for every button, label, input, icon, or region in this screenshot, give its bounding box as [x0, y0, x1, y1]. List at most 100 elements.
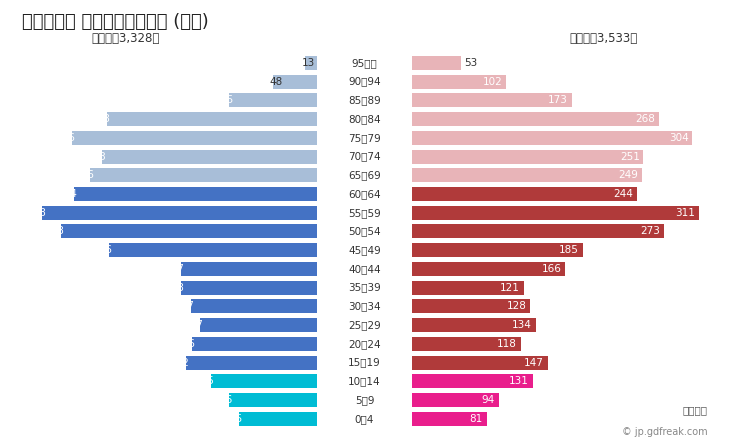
Bar [412, 262, 565, 276]
Text: 40～44: 40～44 [348, 264, 381, 274]
Bar [412, 206, 699, 220]
Bar [412, 112, 659, 126]
Text: 85～89: 85～89 [348, 95, 381, 105]
Text: 266: 266 [55, 133, 75, 143]
Text: 95: 95 [220, 95, 233, 105]
Text: 女性計：3,533人: 女性計：3,533人 [569, 32, 638, 45]
Text: 148: 148 [164, 283, 184, 293]
Bar [412, 168, 642, 182]
Bar [412, 355, 547, 370]
Text: 男性計：3,328人: 男性計：3,328人 [91, 32, 160, 45]
Bar [412, 374, 533, 388]
Bar [305, 56, 317, 70]
Bar [102, 149, 317, 164]
Text: 147: 147 [165, 264, 185, 274]
Text: 13: 13 [301, 58, 315, 68]
Text: 137: 137 [174, 301, 195, 311]
Bar [238, 412, 317, 426]
Text: 75～79: 75～79 [348, 133, 381, 143]
Text: 85: 85 [229, 414, 242, 424]
Text: 142: 142 [170, 358, 190, 368]
Text: 251: 251 [620, 152, 640, 161]
Text: © jp.gdfreak.com: © jp.gdfreak.com [622, 427, 707, 437]
Text: 118: 118 [497, 339, 517, 349]
Text: 90～94: 90～94 [348, 77, 381, 87]
Bar [42, 206, 317, 220]
Bar [412, 74, 506, 89]
Text: 226: 226 [93, 245, 112, 255]
Bar [273, 74, 317, 89]
Text: 264: 264 [58, 189, 77, 199]
Text: 185: 185 [559, 245, 579, 255]
Text: 246: 246 [74, 170, 94, 180]
Bar [182, 262, 317, 276]
Text: 60～64: 60～64 [348, 189, 381, 199]
Bar [412, 393, 499, 407]
Text: 298: 298 [26, 208, 46, 218]
Bar [412, 412, 487, 426]
Text: 5～9: 5～9 [355, 395, 374, 405]
Text: 273: 273 [640, 227, 660, 236]
Bar [192, 337, 317, 351]
Text: 単位：人: 単位：人 [682, 405, 707, 415]
Text: 48: 48 [269, 77, 282, 87]
Text: 304: 304 [669, 133, 689, 143]
Text: 102: 102 [483, 77, 502, 87]
Text: 134: 134 [512, 320, 532, 330]
Text: 228: 228 [90, 114, 111, 124]
Text: 233: 233 [86, 152, 106, 161]
Text: 70～74: 70～74 [348, 152, 381, 161]
Text: 65～69: 65～69 [348, 170, 381, 180]
Bar [90, 168, 317, 182]
Text: 95歳～: 95歳～ [351, 58, 378, 68]
Text: 166: 166 [542, 264, 561, 274]
Text: 268: 268 [636, 114, 655, 124]
Bar [186, 355, 317, 370]
Bar [412, 243, 582, 257]
Text: 55～59: 55～59 [348, 208, 381, 218]
Text: 94: 94 [482, 395, 495, 405]
Text: 80～84: 80～84 [348, 114, 381, 124]
Text: 244: 244 [613, 189, 634, 199]
Bar [200, 318, 317, 332]
Bar [230, 93, 317, 107]
Text: 121: 121 [500, 283, 520, 293]
Text: 15～19: 15～19 [348, 358, 381, 368]
Bar [412, 337, 521, 351]
Text: 136: 136 [176, 339, 195, 349]
Bar [412, 149, 644, 164]
Text: 53: 53 [464, 58, 477, 68]
Bar [181, 281, 317, 295]
Bar [191, 299, 317, 314]
Text: 131: 131 [509, 376, 529, 386]
Text: 25～29: 25～29 [348, 320, 381, 330]
Text: 20～24: 20～24 [348, 339, 381, 349]
Text: 249: 249 [618, 170, 638, 180]
Bar [61, 224, 317, 239]
Bar [412, 299, 530, 314]
Text: 50～54: 50～54 [348, 227, 381, 236]
Text: 96: 96 [219, 395, 233, 405]
Text: 147: 147 [524, 358, 544, 368]
Text: 173: 173 [548, 95, 568, 105]
Text: 0～4: 0～4 [355, 414, 374, 424]
Bar [109, 243, 317, 257]
Bar [71, 131, 317, 145]
Bar [412, 93, 572, 107]
Bar [412, 224, 664, 239]
Bar [211, 374, 317, 388]
Text: 311: 311 [675, 208, 695, 218]
Bar [412, 56, 461, 70]
Text: 10～14: 10～14 [348, 376, 381, 386]
Text: 127: 127 [184, 320, 203, 330]
Text: ２０３０年 弥彦村の人口構成 (予測): ２０３０年 弥彦村の人口構成 (予測) [22, 13, 208, 31]
Text: 45～49: 45～49 [348, 245, 381, 255]
Bar [74, 187, 317, 201]
Bar [106, 112, 317, 126]
Text: 278: 278 [44, 227, 64, 236]
Text: 128: 128 [507, 301, 526, 311]
Text: 115: 115 [195, 376, 215, 386]
Bar [412, 318, 536, 332]
Text: 30～34: 30～34 [348, 301, 381, 311]
Bar [412, 281, 523, 295]
